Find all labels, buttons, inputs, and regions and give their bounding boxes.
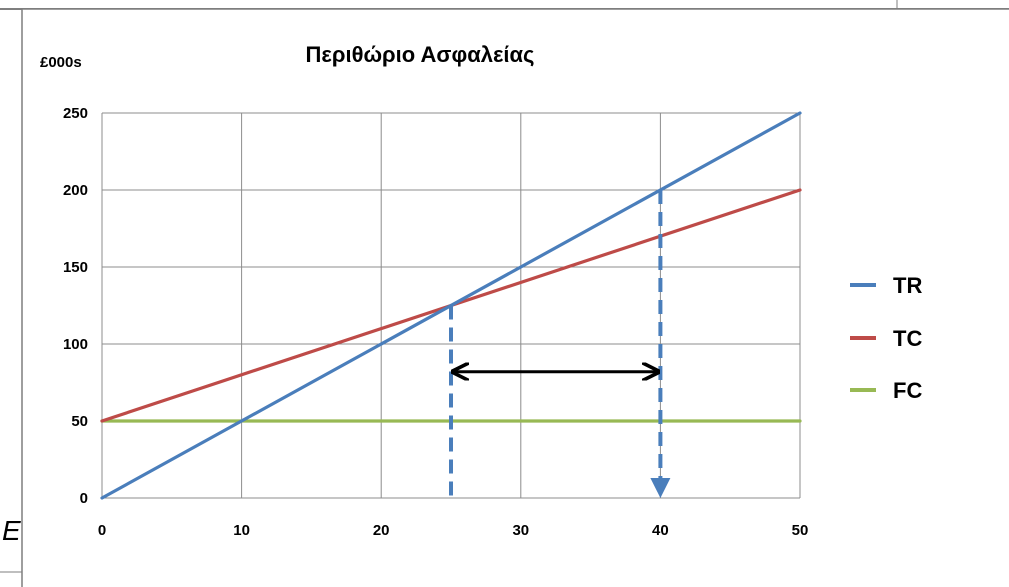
x-tick-label: 30 bbox=[512, 522, 529, 539]
y-tick-label: 0 bbox=[80, 490, 88, 507]
y-tick-label: 50 bbox=[71, 413, 88, 430]
legend-label-fc: FC bbox=[893, 378, 922, 403]
chart-title: Περιθώριο Ασφαλείας bbox=[306, 42, 535, 67]
y-tick-label: 250 bbox=[63, 105, 88, 122]
x-tick-label: 40 bbox=[652, 522, 669, 539]
annotations bbox=[449, 190, 671, 500]
legend-label-tr: TR bbox=[893, 273, 922, 298]
background-fragment-letter: E bbox=[2, 515, 21, 546]
x-tick-label: 0 bbox=[98, 522, 106, 539]
y-tick-label: 150 bbox=[63, 259, 88, 276]
x-tick-label: 20 bbox=[373, 522, 390, 539]
y-tick-label: 100 bbox=[63, 336, 88, 353]
x-tick-label: 10 bbox=[233, 522, 250, 539]
legend: TR TC FC bbox=[850, 273, 922, 403]
x-tick-label: 50 bbox=[792, 522, 809, 539]
x-tick-labels: 0 10 20 30 40 50 bbox=[98, 522, 809, 539]
y-tick-label: 200 bbox=[63, 182, 88, 199]
y-tick-labels: 0 50 100 150 200 250 bbox=[63, 105, 88, 507]
legend-label-tc: TC bbox=[893, 326, 922, 351]
chart-frame bbox=[21, 8, 1009, 587]
y-unit-label: £000s bbox=[40, 54, 82, 71]
